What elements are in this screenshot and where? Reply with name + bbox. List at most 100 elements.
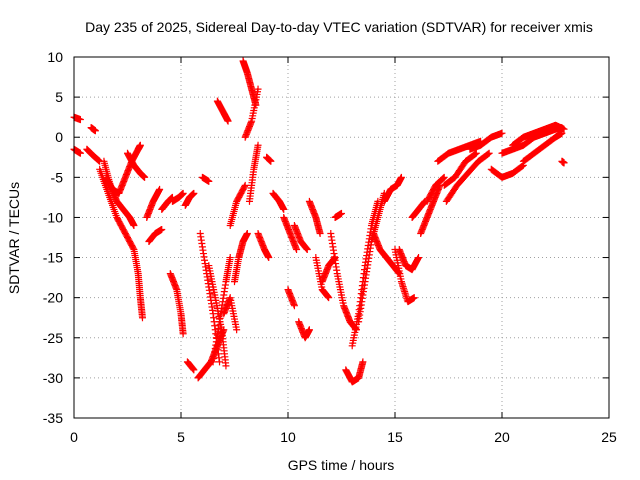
series-arc-g	[102, 141, 144, 197]
x-axis-label: GPS time / hours	[288, 457, 395, 473]
x-tick-label: 25	[601, 429, 617, 445]
data-point	[397, 173, 405, 181]
series-arc-o	[183, 358, 198, 374]
data-point	[254, 85, 262, 93]
series-arc-ag	[290, 221, 311, 254]
series-arc-ae	[280, 213, 301, 254]
data-point	[129, 244, 137, 252]
data-point	[303, 246, 311, 254]
series-arc-x	[231, 229, 251, 286]
series-arc-as	[391, 246, 418, 306]
series-arc-ad	[269, 189, 288, 213]
data-point	[76, 116, 84, 124]
y-tick-label: 5	[55, 89, 63, 105]
y-tick-label: 10	[47, 49, 63, 65]
series-arc-aw	[423, 173, 448, 205]
data-point	[316, 229, 324, 237]
data-point	[290, 302, 298, 310]
series-arc-am	[331, 209, 345, 221]
series-arc-z	[241, 85, 262, 141]
axis-ticks: 0 5 10 15 20 25 -35 -30 -25 -20 -15 -10 -5 0 5 10	[43, 49, 617, 445]
series-arc-ba	[466, 129, 506, 153]
data-point	[254, 141, 262, 149]
series-arc-d	[87, 124, 99, 135]
data-point	[222, 362, 230, 370]
series-arc-a	[70, 113, 84, 124]
data-point	[415, 254, 423, 262]
data-point	[440, 173, 448, 181]
data-point	[410, 294, 418, 302]
series-arc-k	[158, 193, 176, 213]
data-point	[233, 326, 241, 334]
x-tick-label: 10	[280, 429, 296, 445]
data-point	[472, 149, 480, 157]
x-tick-label: 0	[70, 429, 78, 445]
y-axis-label: SDTVAR / TECUs	[6, 182, 22, 294]
data-point	[240, 183, 248, 191]
series-arc-h	[124, 149, 149, 181]
data-point	[158, 225, 166, 233]
data-series	[70, 57, 568, 386]
series-arc-c	[83, 145, 104, 165]
series-arc-m	[168, 189, 187, 205]
x-tick-label: 15	[387, 429, 403, 445]
series-arc-bf	[558, 157, 568, 167]
chart-title: Day 235 of 2025, Sidereal Day-to-day VTE…	[85, 19, 593, 35]
data-point	[241, 181, 249, 189]
series-arc-af	[284, 286, 298, 310]
series-arc-n	[181, 189, 198, 209]
data-point	[485, 149, 493, 157]
series-arc-av	[417, 181, 444, 237]
series-arc-ar	[380, 173, 405, 205]
series-arc-ai	[305, 197, 324, 237]
series-arc-aq	[370, 229, 403, 278]
series-arc-v	[220, 294, 241, 334]
y-tick-label: -15	[43, 250, 63, 266]
grid	[74, 57, 609, 418]
data-point	[76, 149, 84, 157]
series-arc-ac	[263, 153, 275, 165]
series-arc-be	[519, 129, 566, 165]
data-point	[190, 366, 198, 374]
series-arc-e	[96, 165, 146, 322]
plot-frame	[73, 56, 610, 419]
series-arc-r	[198, 173, 213, 185]
data-point	[519, 162, 527, 170]
data-point	[91, 127, 99, 135]
y-tick-label: -10	[43, 209, 63, 225]
data-point	[471, 150, 479, 158]
data-point	[325, 294, 333, 302]
data-point	[484, 150, 492, 158]
data-point	[558, 129, 566, 137]
data-point	[305, 326, 313, 334]
data-point	[359, 358, 367, 366]
data-point	[560, 159, 568, 167]
data-point	[243, 229, 251, 237]
data-point	[179, 189, 187, 197]
data-point	[560, 125, 568, 133]
data-point	[226, 254, 234, 262]
data-point	[190, 189, 198, 197]
data-point	[205, 177, 213, 185]
data-point	[179, 330, 187, 338]
data-point	[267, 157, 275, 165]
data-point	[293, 246, 301, 254]
series-arc-t	[209, 254, 234, 366]
data-point	[440, 174, 448, 182]
data-point	[224, 117, 232, 125]
y-tick-label: 0	[55, 129, 63, 145]
series-arc-i	[143, 185, 164, 221]
series-arc-ak	[318, 254, 339, 286]
data-point	[338, 209, 345, 217]
y-tick-label: -20	[43, 290, 63, 306]
series-arc-an	[342, 358, 367, 386]
x-tick-label: 5	[177, 429, 185, 445]
data-point	[280, 205, 288, 213]
series-arc-bd	[509, 121, 568, 149]
data-point	[156, 185, 164, 193]
y-tick-label: -35	[43, 410, 63, 426]
data-point	[130, 221, 138, 229]
data-point	[216, 358, 224, 366]
series-arc-ah	[295, 318, 313, 342]
